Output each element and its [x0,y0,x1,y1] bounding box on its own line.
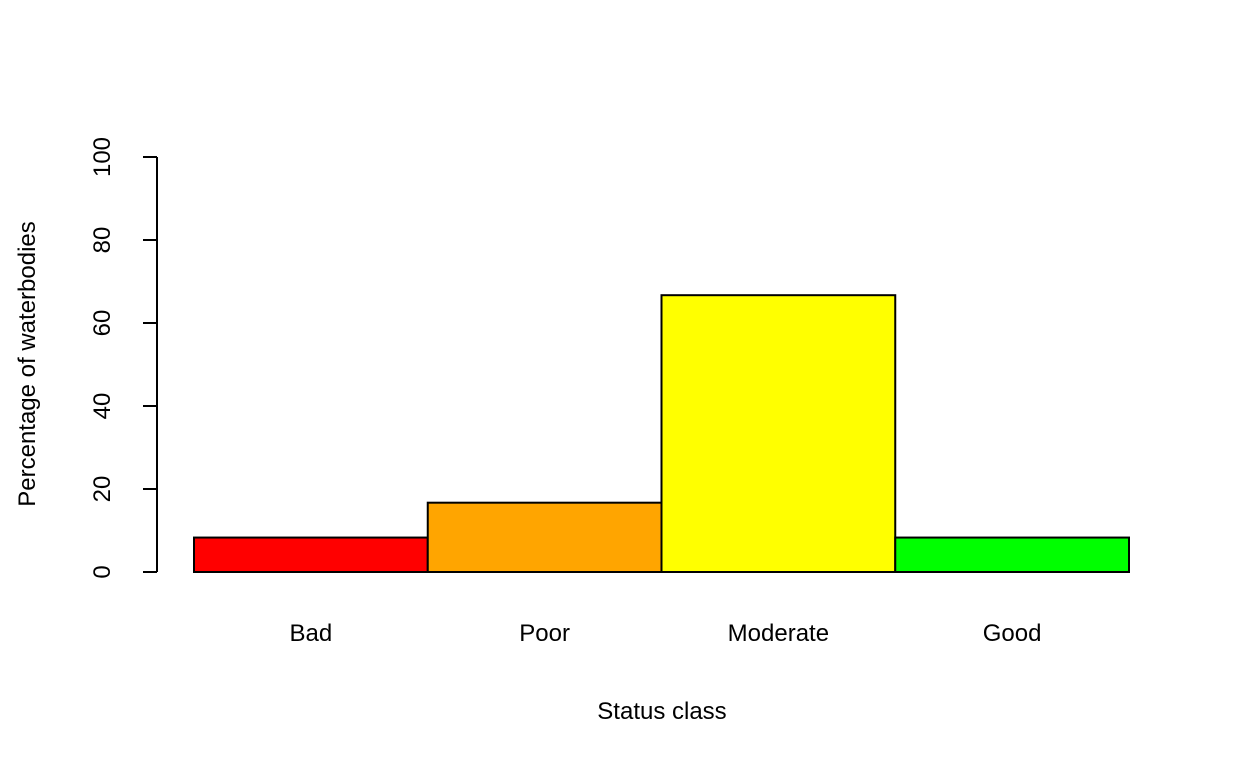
y-tick-label: 60 [89,310,116,337]
x-tick-label-bad: Bad [290,620,333,647]
x-tick-label-poor: Poor [519,620,570,647]
y-axis-label: Percentage of waterbodies [14,221,41,507]
x-tick-label-good: Good [983,620,1042,647]
x-axis-label: Status class [597,698,726,725]
x-axis-categories: Bad Poor Moderate Good [290,620,1042,647]
y-tick-label: 40 [89,393,116,420]
bar-moderate [660,294,897,573]
y-axis: 0 20 40 60 80 100 [89,137,158,579]
y-tick-label: 20 [89,476,116,503]
y-tick-label: 80 [89,227,116,254]
bars-group [193,294,1130,574]
bar-bad [193,536,429,573]
y-tick-label: 0 [89,565,116,578]
bar-poor [426,501,663,574]
x-tick-label-moderate: Moderate [728,620,829,647]
bar-good [894,536,1130,573]
y-tick-label: 100 [89,137,116,177]
